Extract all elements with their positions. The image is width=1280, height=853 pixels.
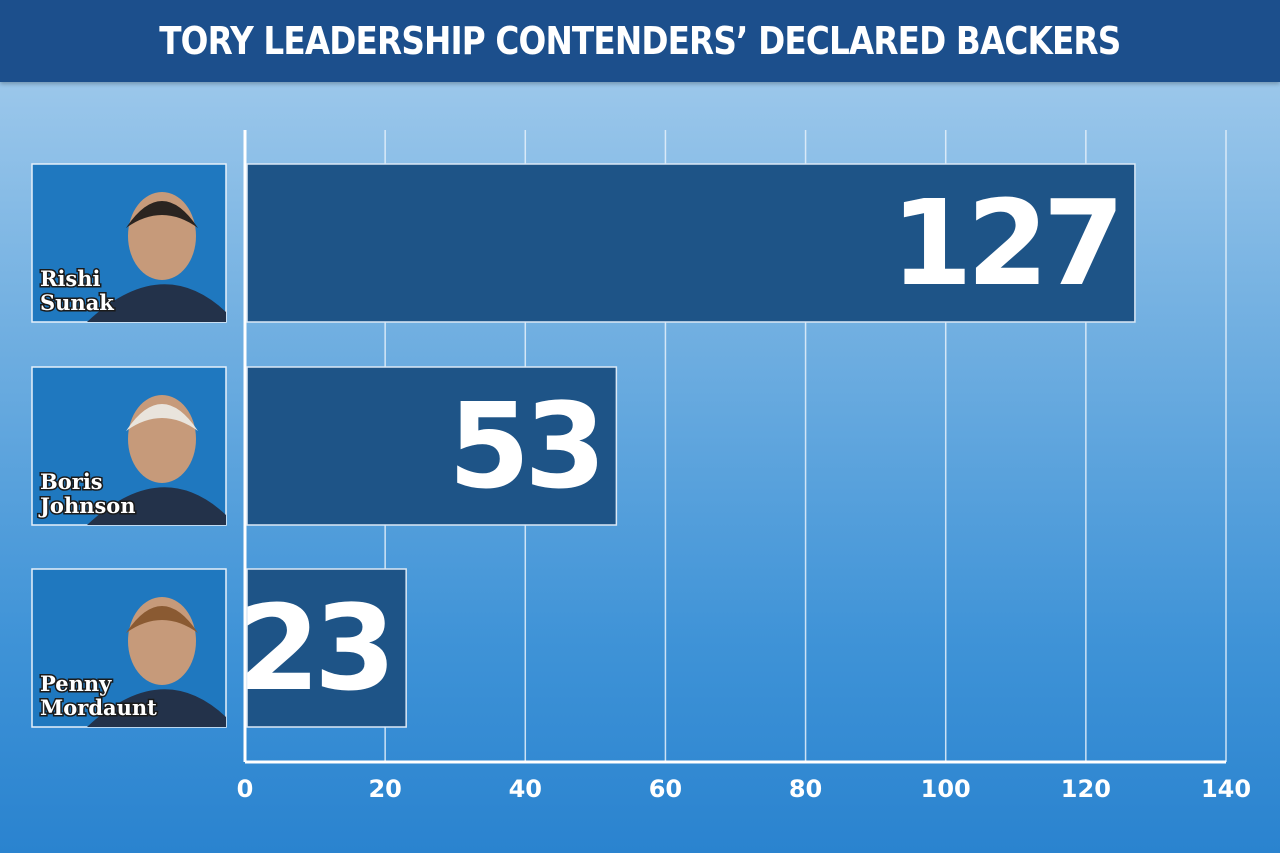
portrait-shoulders [87, 487, 226, 525]
bar-value-label: 23 [238, 579, 390, 717]
title-bar: TORY LEADERSHIP CONTENDERS’ DECLARED BAC… [0, 0, 1280, 82]
portrait-hair [126, 606, 198, 633]
portrait-shoulders [87, 689, 226, 727]
x-tick-label: 40 [509, 775, 542, 803]
bar [246, 568, 407, 728]
x-tick-label: 60 [649, 775, 682, 803]
bar-value-label: 53 [448, 377, 600, 515]
portrait-hair [126, 201, 198, 228]
candidate-name: Sunak [40, 290, 114, 315]
candidate-name: Johnson [38, 493, 136, 518]
x-tick-label: 140 [1201, 775, 1251, 803]
x-tick-label: 100 [921, 775, 971, 803]
bar [246, 163, 1136, 323]
portrait-shoulders [87, 284, 226, 322]
candidate-name: Mordaunt [40, 695, 157, 720]
x-tick-label: 0 [237, 775, 254, 803]
x-tick-label: 20 [368, 775, 401, 803]
chart-title: TORY LEADERSHIP CONTENDERS’ DECLARED BAC… [159, 19, 1121, 63]
candidate-name: Penny [40, 671, 112, 696]
candidate-name: Boris [40, 469, 103, 494]
candidate-name: Rishi [40, 266, 101, 291]
bar [246, 366, 618, 526]
x-tick-label: 80 [789, 775, 822, 803]
portrait-hair [126, 404, 198, 431]
bar-value-label: 127 [891, 174, 1119, 312]
x-tick-label: 120 [1061, 775, 1111, 803]
